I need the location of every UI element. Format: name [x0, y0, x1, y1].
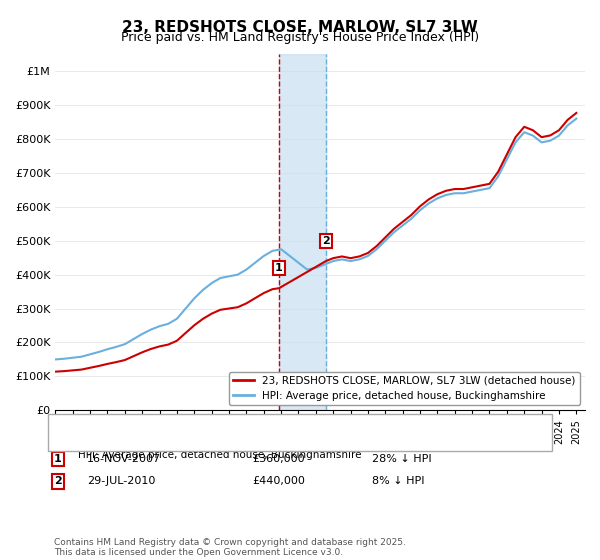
- Text: Price paid vs. HM Land Registry's House Price Index (HPI): Price paid vs. HM Land Registry's House …: [121, 31, 479, 44]
- Legend: 23, REDSHOTS CLOSE, MARLOW, SL7 3LW (detached house), HPI: Average price, detach: 23, REDSHOTS CLOSE, MARLOW, SL7 3LW (det…: [229, 371, 580, 405]
- Text: 16-NOV-2007: 16-NOV-2007: [87, 454, 161, 464]
- Text: 28% ↓ HPI: 28% ↓ HPI: [372, 454, 431, 464]
- Text: 23, REDSHOTS CLOSE, MARLOW, SL7 3LW: 23, REDSHOTS CLOSE, MARLOW, SL7 3LW: [122, 20, 478, 35]
- Text: 1: 1: [54, 454, 62, 464]
- Text: £440,000: £440,000: [252, 477, 305, 487]
- Text: HPI: Average price, detached house, Buckinghamshire: HPI: Average price, detached house, Buck…: [78, 450, 361, 460]
- Bar: [279, 54, 326, 410]
- Text: —: —: [57, 426, 71, 440]
- Text: 8% ↓ HPI: 8% ↓ HPI: [372, 477, 425, 487]
- Text: 1: 1: [275, 263, 283, 273]
- Text: 29-JUL-2010: 29-JUL-2010: [87, 477, 155, 487]
- Text: 23, REDSHOTS CLOSE, MARLOW, SL7 3LW (detached house): 23, REDSHOTS CLOSE, MARLOW, SL7 3LW (det…: [78, 432, 391, 442]
- Text: Contains HM Land Registry data © Crown copyright and database right 2025.
This d: Contains HM Land Registry data © Crown c…: [54, 538, 406, 557]
- Text: £360,000: £360,000: [252, 454, 305, 464]
- Text: 2: 2: [322, 236, 330, 246]
- Text: 2: 2: [54, 477, 62, 487]
- Text: —: —: [57, 444, 71, 458]
